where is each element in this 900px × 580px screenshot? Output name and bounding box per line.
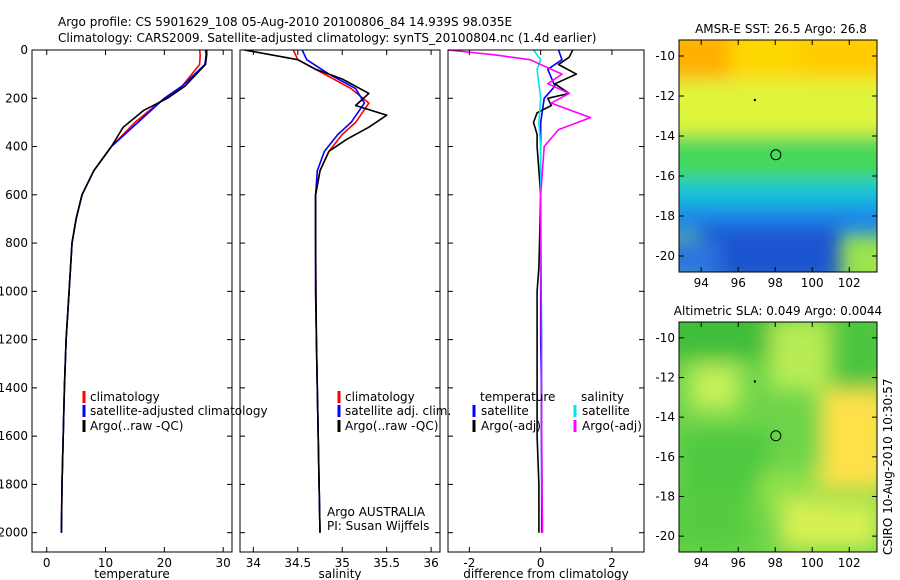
plot-frame <box>447 49 645 553</box>
legend-label: satellite adj. clim. <box>345 404 451 418</box>
x-tick-label: 30 <box>216 556 231 570</box>
y-tick-label: 400 <box>5 140 28 154</box>
y-tick-label: -18 <box>655 209 675 223</box>
salinity-legend: climatology satellite adj. clim. Argo(..… <box>327 390 451 533</box>
y-tick-label: 1600 <box>0 429 28 443</box>
sst-map-field <box>679 40 877 272</box>
map-frame <box>678 39 878 273</box>
x-tick-label: 96 <box>731 556 746 570</box>
difference-legend: temperature salinity satellite Argo(-adj… <box>472 390 642 433</box>
x-tick-label: 10 <box>98 556 113 570</box>
x-tick-label: 34.5 <box>284 556 311 570</box>
temperature-legend: climatology satellite-adjusted climatolo… <box>82 390 268 433</box>
series-line-satellite-adjusted-climatology <box>60 49 207 533</box>
y-tick-label: -14 <box>655 410 675 424</box>
legend-header-salinity: salinity <box>581 390 624 404</box>
legend-label: climatology <box>345 390 415 404</box>
x-tick-label: 34 <box>246 556 261 570</box>
y-tick-label: -12 <box>655 371 675 385</box>
x-tick-label: 0 <box>43 556 51 570</box>
legend-label: satellite <box>481 404 529 418</box>
x-tick-label: -2 <box>463 556 475 570</box>
y-tick-label: 200 <box>5 91 28 105</box>
x-tick-label: 35.5 <box>373 556 400 570</box>
y-tick-label: 0 <box>20 43 28 57</box>
sst-map-title: AMSR-E SST: 26.5 Argo: 26.8 <box>695 22 867 36</box>
legend-label: Argo(-adj) <box>582 419 642 433</box>
y-tick-label: 1400 <box>0 381 28 395</box>
x-tick-label: 102 <box>838 276 861 290</box>
y-tick-label: -20 <box>655 529 675 543</box>
plot-frame <box>239 49 441 553</box>
legend-label: Argo(..raw -QC) <box>345 419 438 433</box>
series-line-climatology <box>60 49 201 533</box>
x-tick-label: 100 <box>801 556 824 570</box>
y-tick-label: 1000 <box>0 284 28 298</box>
argo-program-label: Argo AUSTRALIA <box>327 505 426 519</box>
y-tick-label: -16 <box>655 450 675 464</box>
sla-map-title: Altimetric SLA: 0.049 Argo: 0.0044 <box>674 304 882 318</box>
series-line-salinity-argo-adj- <box>447 49 592 533</box>
x-axis-label: salinity <box>318 567 361 580</box>
x-tick-label: 20 <box>157 556 172 570</box>
y-tick-label: 1200 <box>0 333 28 347</box>
x-tick-label: 96 <box>731 276 746 290</box>
y-tick-label: -20 <box>655 249 675 263</box>
header-title-line1: Argo profile: CS 5901629_108 05-Aug-2010… <box>58 15 512 29</box>
legend-label: satellite <box>582 404 630 418</box>
y-tick-label: 800 <box>5 236 28 250</box>
y-tick-label: -10 <box>655 331 675 345</box>
series-line-temperature-argo-adj- <box>532 49 578 533</box>
y-tick-label: -16 <box>655 169 675 183</box>
legend-header-temperature: temperature <box>480 390 555 404</box>
x-tick-label: 35 <box>335 556 350 570</box>
y-tick-label: -18 <box>655 489 675 503</box>
y-tick-label: -10 <box>655 49 675 63</box>
y-tick-label: 600 <box>5 188 28 202</box>
sla-map-field <box>679 322 877 552</box>
footer-credit: CSIRO 10-Aug-2010 10:30:57 <box>881 379 895 555</box>
plot-frame <box>31 49 233 553</box>
sst-map-axes: 94 96 98 100 102 -10 -12 -14 -16 -18 -20 <box>655 39 878 290</box>
x-tick-label: 98 <box>768 556 783 570</box>
series-line-argo-raw-qc- <box>244 49 388 533</box>
island-marker <box>753 380 757 383</box>
series-line-climatology <box>292 49 370 533</box>
sla-map-axes: 94 96 98 100 102 -10 -12 -14 -16 -18 -20 <box>655 321 878 570</box>
x-tick-label: 102 <box>838 556 861 570</box>
header-title-line2: Climatology: CARS2009. Satellite-adjuste… <box>58 31 596 45</box>
x-tick-label: 100 <box>801 276 824 290</box>
x-tick-label: 2 <box>608 556 616 570</box>
legend-label: Argo(..raw -QC) <box>90 419 183 433</box>
island-marker <box>753 98 757 102</box>
x-axis-label: difference from climatology <box>463 567 629 580</box>
x-axis-label: temperature <box>94 567 169 580</box>
y-tick-label: 1800 <box>0 477 28 491</box>
x-tick-label: 94 <box>694 556 709 570</box>
temperature-profile-panel: 0 10 20 30 0 200 400 600 800 1000 1200 1400 1600 1800… <box>0 43 233 580</box>
y-tick-label: 2000 <box>0 526 28 540</box>
y-tick-label: -12 <box>655 89 675 103</box>
argo-pi-label: PI: Susan Wijffels <box>327 519 429 533</box>
salinity-profile-panel: 34 34.5 35 35.5 36 salinity <box>239 49 441 580</box>
argo-position-marker <box>770 430 782 442</box>
y-tick-label: -14 <box>655 129 675 143</box>
map-frame <box>678 321 878 553</box>
legend-label: climatology <box>90 390 160 404</box>
series-line-argo-raw-qc- <box>60 50 208 533</box>
x-tick-label: 94 <box>694 276 709 290</box>
x-tick-label: 36 <box>423 556 438 570</box>
legend-label: Argo(-adj) <box>481 419 541 433</box>
legend-label: satellite-adjusted climatology <box>90 404 268 418</box>
x-tick-label: 98 <box>768 276 783 290</box>
argo-position-marker <box>770 149 782 161</box>
series-line-temperature-satellite <box>539 49 563 533</box>
x-tick-label: 0 <box>537 556 545 570</box>
